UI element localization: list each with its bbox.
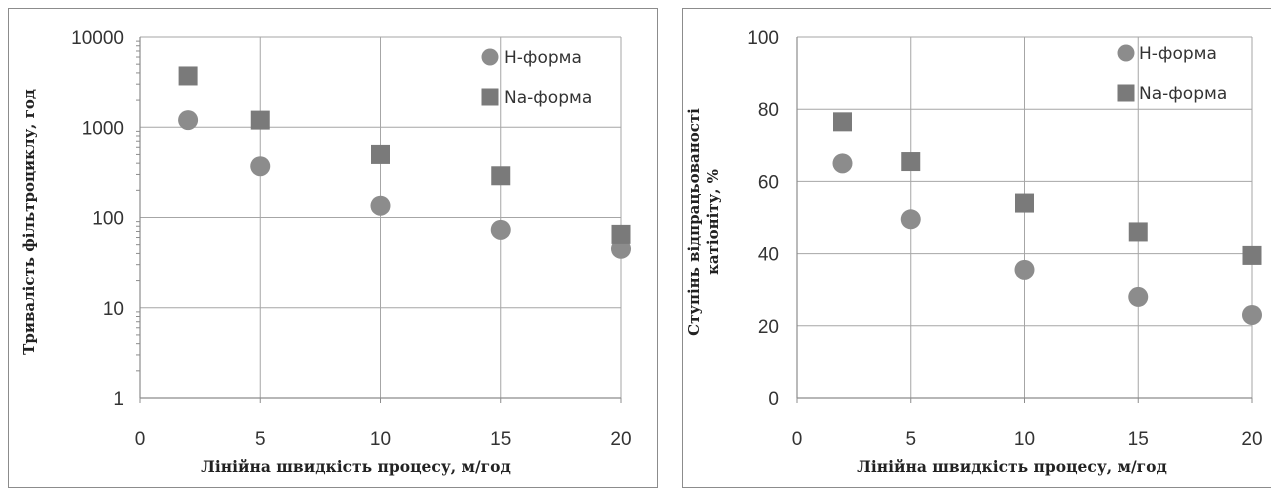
data-point-square [250,110,270,130]
data-point-square [371,144,390,164]
y-tick-label: 10000 [71,28,124,49]
data-point-circle [832,153,853,174]
y-tick-label: 100 [747,28,779,49]
y-tick-label: 0 [768,389,779,410]
x-tick-label: 20 [1241,429,1262,450]
y-tick-label: 1000 [82,118,124,139]
legend-label: Н-форма [1139,44,1217,64]
legend-label: Na-форма [1139,84,1227,104]
x-tick-label: 20 [610,429,631,450]
y-axis-title: Ступінь відпрацьованості [685,108,703,336]
y-tick-label: 80 [758,100,779,121]
data-point-circle [1128,286,1149,307]
y-axis-title: Тривалість фільтроциклу, год [20,89,38,355]
legend-marker-square [481,88,499,106]
data-point-circle [490,219,511,240]
data-point-square [901,152,921,172]
data-point-square [1015,193,1034,213]
legend-marker-circle [1117,44,1135,62]
data-point-circle [370,195,391,216]
data-point-square [491,166,511,186]
x-tick-label: 10 [370,429,391,450]
y-tick-label: 40 [758,245,779,266]
y-tick-label: 10 [103,299,124,320]
y-tick-label: 1 [113,389,124,410]
data-point-circle [178,110,199,131]
x-tick-label: 15 [1128,429,1149,450]
y-tick-label: 20 [758,317,779,338]
legend-marker-circle [481,48,499,66]
y-tick-label: 100 [92,209,124,230]
x-tick-label: 0 [792,429,803,450]
y-axis-title: катіоніту, % [704,169,722,275]
data-point-circle [1014,259,1035,280]
x-tick-label: 0 [135,429,146,450]
data-point-square [1128,222,1148,242]
data-point-circle [900,209,921,230]
x-tick-label: 10 [1014,429,1035,450]
x-axis-title: Лінійна швидкість процесу, м/год [857,457,1167,476]
x-tick-label: 5 [905,429,916,450]
data-point-square [611,224,631,244]
legend-marker-square [1117,84,1135,102]
x-tick-label: 15 [490,429,511,450]
legend-label: Н-форма [504,48,582,68]
data-point-square [833,112,852,132]
legend-label: Na-форма [504,88,592,108]
chart-panel-filter-cycle-duration [8,8,658,488]
data-point-circle [250,156,271,177]
data-point-square [1242,245,1262,265]
chart-panel-cation-exhaustion [682,8,1271,488]
x-tick-label: 5 [255,429,266,450]
y-tick-label: 60 [758,172,779,193]
data-point-circle [1242,304,1262,325]
x-axis-title: Лінійна швидкість процесу, м/год [201,457,511,476]
data-point-square [178,66,198,86]
